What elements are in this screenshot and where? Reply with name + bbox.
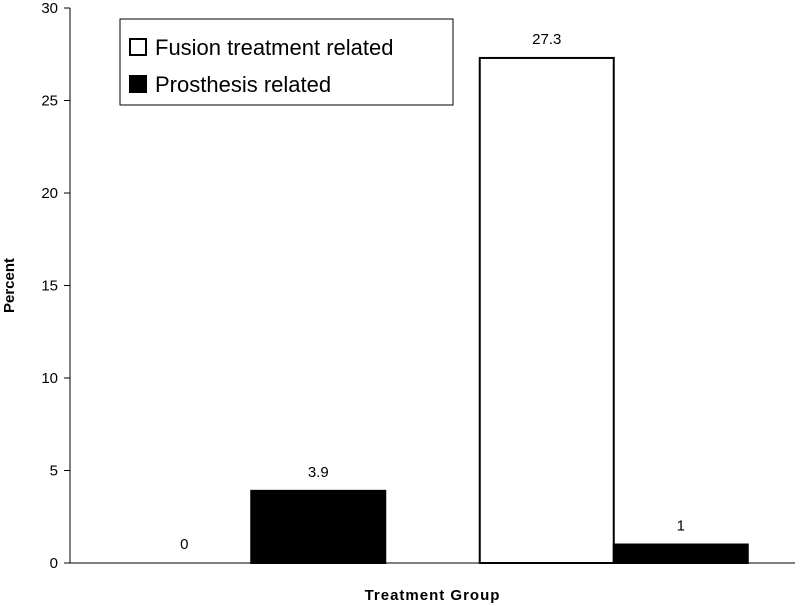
legend-swatch-prosthesis [129, 75, 147, 93]
y-tick-label: 30 [41, 0, 58, 17]
legend-box [119, 18, 454, 106]
bar-prosthesis-1 [250, 489, 387, 565]
data-label: 27.3 [532, 31, 561, 48]
y-axis: 0 5 10 15 20 25 30 [41, 0, 71, 572]
data-labels-group: 0 3.9 27.3 1 [180, 31, 685, 553]
y-tick-label: 10 [41, 370, 58, 387]
y-tick-label: 15 [41, 278, 58, 295]
y-tick-label: 0 [50, 555, 58, 572]
y-tick-label: 25 [41, 93, 58, 110]
data-label: 3.9 [308, 464, 329, 481]
bar-prosthesis-2 [612, 543, 749, 564]
y-tick-label: 5 [50, 463, 58, 480]
legend: Fusion treatment related Prosthesis rela… [119, 18, 454, 106]
legend-label-prosthesis: Prosthesis related [155, 72, 331, 97]
bars-group [250, 56, 749, 565]
legend-label-fusion: Fusion treatment related [155, 35, 393, 60]
y-tick-label: 20 [41, 185, 58, 202]
bar-fusion-2 [478, 56, 615, 564]
legend-swatch-fusion [129, 38, 147, 56]
y-axis-title: Percent [1, 258, 18, 313]
data-label: 0 [180, 536, 188, 553]
data-label: 1 [677, 518, 685, 535]
x-axis-title: Treatment Group [365, 587, 501, 604]
